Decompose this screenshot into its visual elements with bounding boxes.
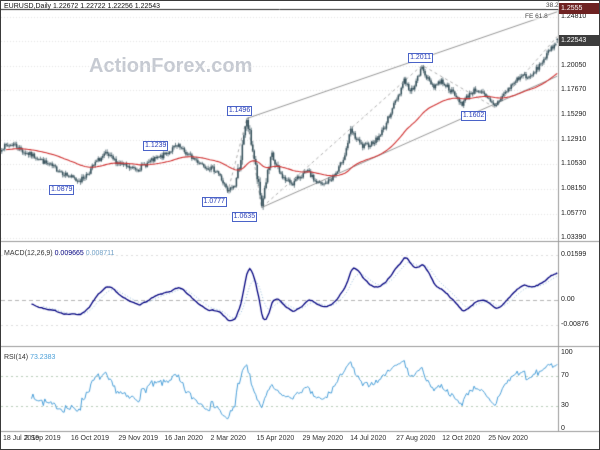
date-axis-label: 12 Oct 2020 bbox=[442, 435, 481, 442]
swing-price-label: 1.1239 bbox=[143, 141, 169, 152]
date-axis-label: 16 Oct 2019 bbox=[70, 435, 109, 442]
price-axis-label: 1.15290 bbox=[561, 111, 587, 119]
macd-axis-label: 0.01599 bbox=[561, 251, 587, 258]
date-axis-label: 18 Jul 2019 bbox=[3, 435, 40, 442]
rsi-axis-label: 70 bbox=[561, 371, 569, 379]
macd-axis-label: 0.00 bbox=[561, 296, 575, 303]
price-axis-label: 1.05770 bbox=[561, 209, 587, 217]
swing-price-label: 1.1602 bbox=[460, 110, 487, 121]
date-axis-label: 2 Sep 2019 bbox=[24, 435, 61, 442]
rsi-axis-label: 100 bbox=[561, 349, 573, 356]
swing-price-label: 1.0777 bbox=[201, 196, 227, 207]
swing-price-label: 1.0635 bbox=[231, 211, 258, 222]
rsi-name: RSI(14) bbox=[4, 354, 29, 361]
rsi-label: RSI(14) 73.2383 bbox=[4, 354, 55, 361]
rsi-axis-label: 0 bbox=[561, 425, 565, 432]
swing-price-label: 1.0879 bbox=[48, 185, 75, 196]
price-axis-label: 1.03390 bbox=[561, 234, 587, 242]
date-axis-label: 29 Nov 2019 bbox=[118, 435, 159, 442]
resistance-price-badge: 1.2555 bbox=[559, 3, 599, 14]
macd-value-signal: 0.008711 bbox=[85, 250, 115, 257]
macd-value-main: 0.009665 bbox=[54, 250, 84, 257]
price-axis-label: 1.12910 bbox=[561, 135, 587, 143]
price-axis-label: 1.08150 bbox=[561, 184, 587, 192]
current-price-badge: 1.22543 bbox=[559, 35, 599, 46]
price-axis-label: 1.20050 bbox=[561, 61, 587, 69]
price-axis-label: 1.17670 bbox=[561, 86, 587, 94]
date-axis-label: 2 Mar 2020 bbox=[210, 435, 246, 442]
date-axis-label: 15 Apr 2020 bbox=[256, 435, 295, 442]
rsi-value: 73.2383 bbox=[30, 354, 56, 361]
fib-retracement-label: 38.2 bbox=[546, 2, 559, 9]
swing-price-label: 1.1496 bbox=[226, 106, 253, 117]
symbol-title: EURUSD,Daily 1.22672 1.22722 1.22256 1.2… bbox=[4, 3, 161, 10]
price-axis-label: 1.24810 bbox=[561, 12, 587, 20]
date-axis-label: 16 Jan 2020 bbox=[164, 435, 203, 442]
date-axis-label: 25 Nov 2020 bbox=[488, 435, 528, 442]
date-axis-label: 14 Jul 2020 bbox=[350, 435, 387, 442]
date-axis-label: 29 May 2020 bbox=[302, 435, 344, 442]
price-axis-label: 1.10530 bbox=[561, 160, 587, 168]
swing-price-label: 1.2011 bbox=[408, 53, 433, 64]
fib-extension-label: FE 61.8 bbox=[525, 13, 548, 20]
macd-name: MACD(12,26,9) bbox=[4, 250, 53, 257]
rsi-axis-label: 30 bbox=[561, 402, 569, 410]
macd-label: MACD(12,26,9) 0.009665 0.008711 bbox=[4, 250, 114, 257]
macd-axis-label: -0.00876 bbox=[561, 320, 589, 328]
date-axis-label: 27 Aug 2020 bbox=[396, 435, 436, 442]
